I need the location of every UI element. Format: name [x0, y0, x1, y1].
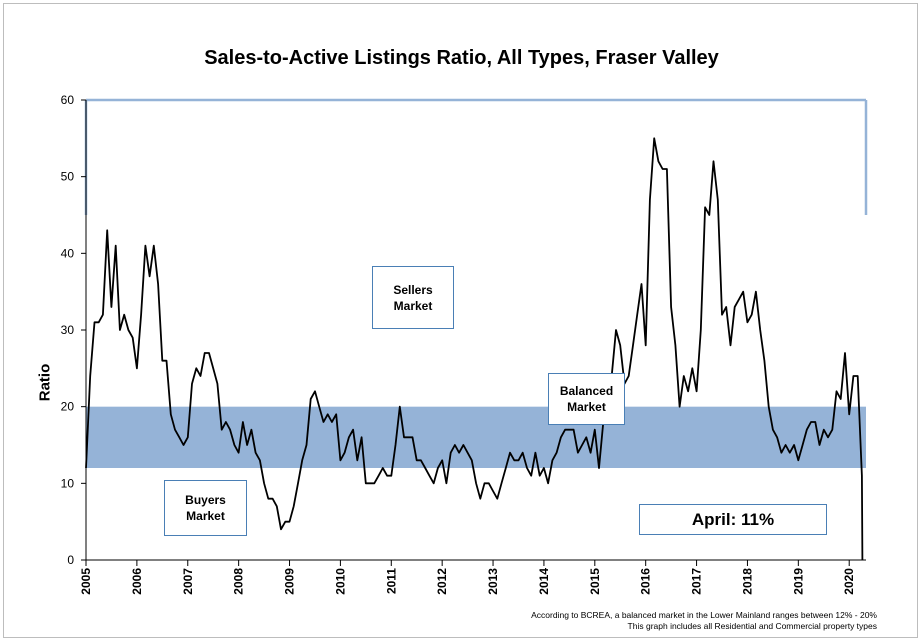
x-tick-label: 2010 — [333, 568, 347, 595]
x-tick-label: 2006 — [130, 568, 144, 595]
x-tick-label: 2008 — [232, 568, 246, 595]
y-tick-label: 20 — [61, 400, 75, 414]
latest-value-label: April: 11% — [691, 509, 775, 529]
y-tick-label: 10 — [61, 476, 75, 490]
y-tick-label: 60 — [61, 93, 75, 107]
chart-frame — [3, 3, 918, 638]
x-tick-label: 2011 — [384, 568, 398, 594]
buyers-market-label-box: Buyers Market — [164, 480, 247, 536]
balanced-market-label: Balanced Market — [559, 384, 614, 414]
x-tick-label: 2017 — [690, 568, 704, 595]
ratio-series-line — [85, 137, 864, 561]
x-tick-label: 2019 — [791, 568, 805, 595]
x-tick-label: 2015 — [588, 568, 602, 595]
y-tick-label: 0 — [67, 553, 74, 567]
x-tick-label: 2018 — [740, 568, 754, 595]
y-tick-label: 50 — [61, 170, 75, 184]
y-tick-label: 40 — [61, 246, 75, 260]
sellers-market-label-box: Sellers Market — [372, 266, 454, 329]
balanced-market-label-box: Balanced Market — [548, 373, 625, 425]
x-tick-label: 2016 — [639, 568, 653, 595]
footnote-line-1: According to BCREA, a balanced market in… — [531, 610, 877, 620]
chart-title: Sales-to-Active Listings Ratio, All Type… — [204, 47, 719, 69]
x-tick-label: 2005 — [79, 568, 93, 595]
footnote-line-2: This graph includes all Residential and … — [627, 621, 877, 631]
sellers-market-label: Sellers Market — [393, 282, 433, 313]
x-tick-label: 2012 — [435, 568, 449, 595]
x-tick-label: 2014 — [537, 568, 551, 595]
x-tick-label: 2009 — [283, 568, 297, 595]
x-tick-label: 2020 — [842, 568, 856, 595]
x-tick-label: 2007 — [181, 568, 195, 595]
balanced-band — [86, 406, 866, 468]
buyers-market-label: Buyers Market — [185, 493, 226, 523]
latest-value-box: April: 11% — [639, 504, 827, 535]
x-tick-label: 2013 — [486, 568, 500, 595]
y-tick-label: 30 — [61, 323, 75, 337]
